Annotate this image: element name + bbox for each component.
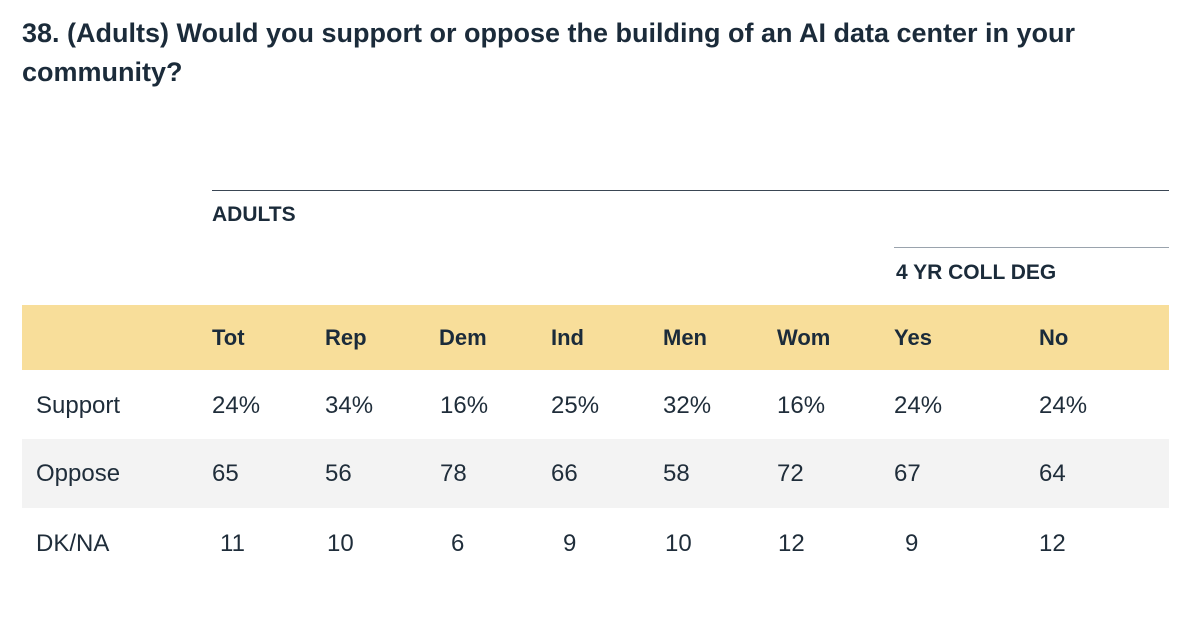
college-group-rule [894,247,1169,248]
row-label-oppose: Oppose [36,459,121,487]
column-header-no: No [1039,324,1069,350]
table-cell: 34% [325,391,374,419]
table-cell: 12 [1039,529,1066,557]
table-cell: 66 [551,459,578,487]
column-header-yes: Yes [894,324,932,350]
table-row-dk-na: DK/NA 11 10 6 9 10 12 9 12 [22,509,1169,578]
table-row-support: Support 24% 34% 16% 25% 32% 16% 24% 24% [22,371,1169,440]
table-cell: 78 [440,459,467,487]
table-cell: 9 [905,529,919,557]
table-cell: 24% [212,391,261,419]
table-cell: 6 [451,529,465,557]
table-cell: 9 [563,529,577,557]
column-header-men: Men [663,324,707,350]
table-cell: 16% [440,391,489,419]
column-header-rep: Rep [325,324,367,350]
table-cell: 58 [663,459,690,487]
column-header-tot: Tot [212,324,245,350]
table-cell: 56 [325,459,352,487]
table-cell: 24% [1039,391,1088,419]
table-cell: 16% [777,391,826,419]
column-header-ind: Ind [551,324,584,350]
row-label-dk-na: DK/NA [36,529,110,557]
table-cell: 64 [1039,459,1066,487]
group-label-college-degree: 4 YR COLL DEG [896,261,1057,284]
table-cell: 32% [663,391,712,419]
table-cell: 72 [777,459,804,487]
column-header-wom: Wom [777,324,831,350]
table-cell: 12 [778,529,805,557]
group-label-adults: ADULTS [212,203,296,226]
question-title: 38. (Adults) Would you support or oppose… [22,18,1076,87]
table-cell: 25% [551,391,600,419]
column-header-dem: Dem [439,324,487,350]
table-cell: 10 [665,529,692,557]
column-header-row: Tot Rep Dem Ind Men Wom Yes No [22,305,1169,370]
table-top-rule [212,190,1169,191]
table-cell: 67 [894,459,921,487]
table-cell: 10 [327,529,354,557]
table-cell: 11 [220,529,245,557]
table-cell: 65 [212,459,239,487]
table-row-oppose: Oppose 65 56 78 66 58 72 67 64 [22,439,1169,508]
row-label-support: Support [36,391,121,419]
table-cell: 24% [894,391,943,419]
